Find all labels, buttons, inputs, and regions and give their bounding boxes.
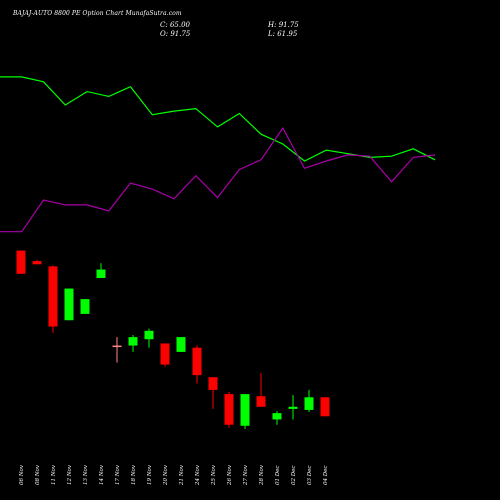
chart-title: BAJAJ-AUTO 8800 PE Option Chart MunafaSu…	[13, 10, 182, 17]
open-value: O: 91.75	[160, 30, 191, 38]
x-tick-label: 20 Nov	[163, 464, 169, 486]
x-tick-label: 02 Dec	[291, 466, 297, 486]
candle-body	[288, 406, 298, 409]
candle-body	[64, 288, 74, 321]
candle-body	[112, 345, 122, 348]
candle-body	[128, 337, 138, 346]
candle-body	[304, 397, 314, 410]
candle-body	[16, 250, 26, 274]
x-tick-label: 11 Nov	[51, 464, 57, 485]
candle-body	[256, 396, 266, 407]
candles	[16, 250, 330, 429]
candle-body	[176, 337, 186, 352]
x-tick-label: 03 Dec	[307, 466, 313, 486]
x-tick-label: 21 Nov	[179, 464, 185, 486]
x-tick-label: 01 Dec	[275, 466, 281, 486]
x-tick-label: 26 Nov	[227, 464, 233, 486]
high-value: H: 91.75	[268, 21, 299, 29]
candle-body	[320, 397, 330, 417]
x-tick-label: 14 Nov	[99, 464, 105, 485]
candle-body	[144, 330, 154, 340]
x-tick-label: 28 Nov	[259, 464, 265, 486]
candle-body	[32, 261, 42, 265]
x-tick-label: 13 Nov	[83, 464, 89, 485]
x-tick-label: 08 Nov	[35, 464, 41, 485]
x-tick-label: 17 Nov	[115, 464, 121, 485]
candle-body	[208, 377, 218, 390]
close-value: C: 65.00	[160, 21, 190, 29]
candle-body	[192, 347, 202, 376]
x-tick-label: 04 Dec	[323, 466, 329, 486]
indicator-line-upper	[0, 76, 436, 162]
x-tick-label: 06 Nov	[19, 464, 25, 485]
candle-body	[272, 413, 282, 420]
candle-body	[160, 343, 170, 365]
x-tick-label: 25 Nov	[211, 464, 217, 486]
x-tick-label: 18 Nov	[131, 464, 137, 485]
x-axis-ticks: 06 Nov 08 Nov 11 Nov 12 Nov 13 Nov 14 Nov 17 N…	[19, 464, 329, 486]
candle-body	[80, 299, 90, 314]
candle-body	[240, 394, 250, 426]
indicator-line-lower	[0, 126, 436, 233]
x-tick-label: 19 Nov	[147, 464, 153, 485]
x-tick-label: 24 Nov	[195, 464, 201, 486]
x-tick-label: 27 Nov	[243, 464, 249, 486]
candle-body	[96, 269, 106, 278]
indicator-lines	[0, 76, 436, 233]
low-value: L: 61.95	[268, 30, 298, 38]
x-tick-label: 12 Nov	[67, 464, 73, 485]
candle-body	[224, 394, 234, 425]
candle-body	[48, 266, 58, 327]
